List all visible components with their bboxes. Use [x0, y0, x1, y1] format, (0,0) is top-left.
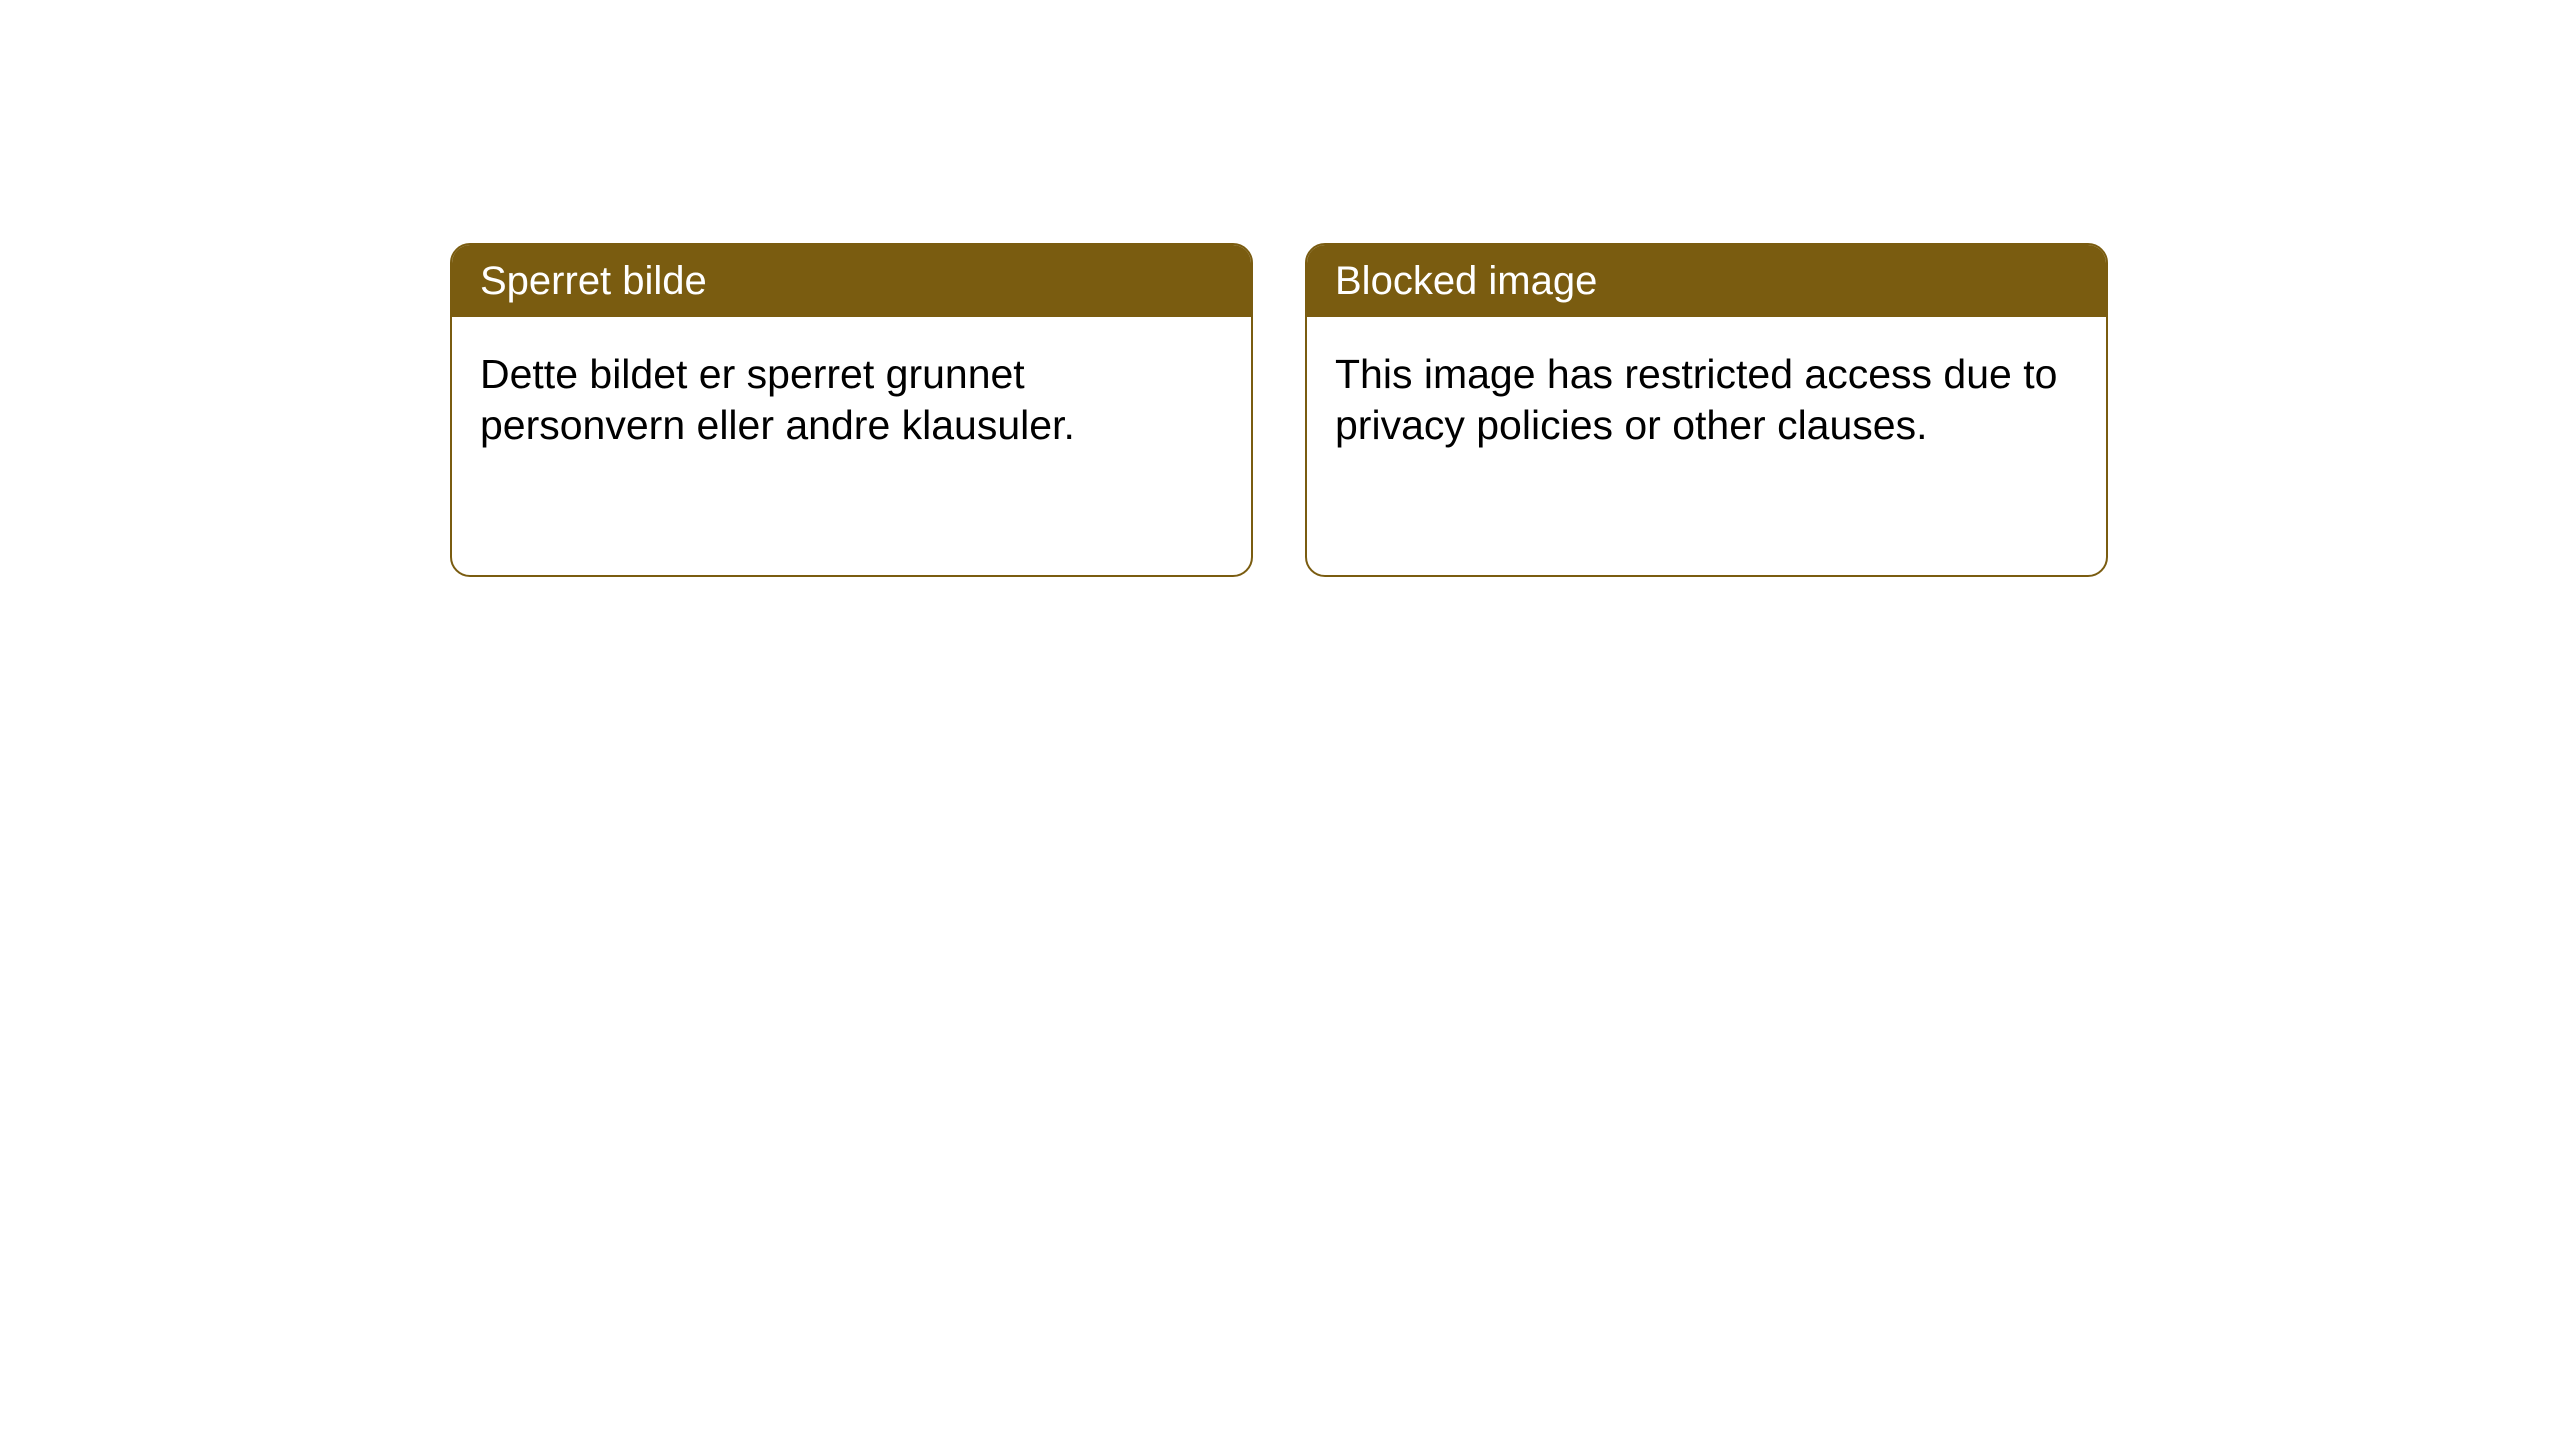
notice-container: Sperret bilde Dette bildet er sperret gr… [450, 243, 2108, 577]
notice-title: Sperret bilde [452, 245, 1251, 317]
notice-card-english: Blocked image This image has restricted … [1305, 243, 2108, 577]
notice-card-norwegian: Sperret bilde Dette bildet er sperret gr… [450, 243, 1253, 577]
notice-title: Blocked image [1307, 245, 2106, 317]
notice-message: Dette bildet er sperret grunnet personve… [452, 317, 1251, 484]
notice-message: This image has restricted access due to … [1307, 317, 2106, 484]
